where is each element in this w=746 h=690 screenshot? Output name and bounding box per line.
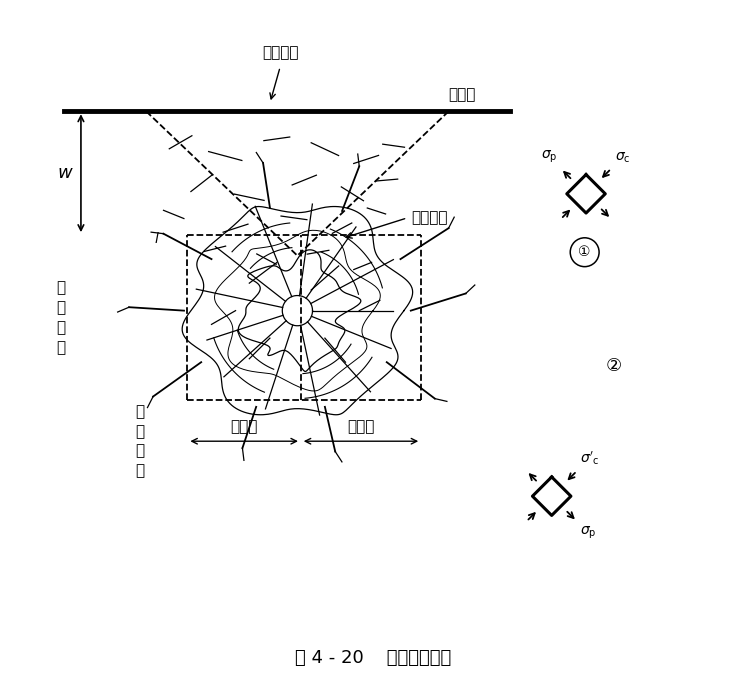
Text: $\sigma'_\mathrm{c}$: $\sigma'_\mathrm{c}$ <box>580 450 600 468</box>
Text: 环
向
裂
缝: 环 向 裂 缝 <box>135 404 144 478</box>
Text: $w$: $w$ <box>57 164 74 182</box>
Text: 拉断裂缝: 拉断裂缝 <box>411 210 448 226</box>
Text: $\sigma_\mathrm{p}$: $\sigma_\mathrm{p}$ <box>580 525 597 541</box>
Text: 破碎区: 破碎区 <box>348 420 374 434</box>
Text: 粉碎区: 粉碎区 <box>231 420 258 434</box>
Text: 爆破漏斗: 爆破漏斗 <box>262 46 298 61</box>
Text: $l$: $l$ <box>154 231 160 246</box>
Text: ②: ② <box>606 357 621 375</box>
Text: 径
向
裂
缝: 径 向 裂 缝 <box>56 280 65 355</box>
Text: $\sigma_\mathrm{p}$: $\sigma_\mathrm{p}$ <box>541 149 557 165</box>
Text: 图 4 - 20    爆炸碎岩机理: 图 4 - 20 爆炸碎岩机理 <box>295 649 451 667</box>
Text: $\sigma_\mathrm{c}$: $\sigma_\mathrm{c}$ <box>615 150 630 165</box>
Text: ①: ① <box>578 245 591 259</box>
Text: 自由面: 自由面 <box>448 87 476 101</box>
